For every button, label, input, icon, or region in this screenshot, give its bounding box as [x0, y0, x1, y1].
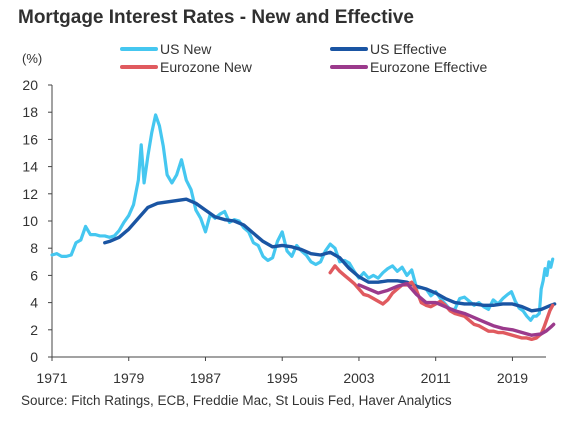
source-note: Source: Fitch Ratings, ECB, Freddie Mac,…: [21, 393, 452, 408]
y-axis-ticks: 0 2 4 6 8 10 12 14 16 18 20: [22, 77, 52, 365]
legend-label-eurozone-effective: Eurozone Effective: [370, 59, 487, 75]
y-tick-label: 4: [30, 295, 38, 311]
y-tick-label: 20: [22, 77, 38, 93]
series-line-us-effective: [103, 197, 557, 313]
y-tick-label: 10: [22, 213, 38, 229]
series-line-eurozone-effective: [357, 281, 556, 337]
series-line-eurozone-new: [328, 264, 555, 342]
y-tick-label: 12: [22, 186, 38, 202]
y-axis-unit-label: (%): [22, 51, 43, 66]
y-tick-label: 18: [22, 104, 38, 120]
x-tick-label: 2003: [343, 370, 374, 386]
legend-label-us-new: US New: [160, 41, 212, 57]
x-tick-label: 1971: [36, 370, 67, 386]
chart-legend: US New US Effective Eurozone New Eurozon…: [120, 41, 487, 75]
legend-label-us-effective: US Effective: [370, 41, 447, 57]
x-tick-label: 1995: [267, 370, 298, 386]
x-tick-label: 1987: [190, 370, 221, 386]
legend-label-eurozone-new: Eurozone New: [160, 59, 253, 75]
y-tick-label: 8: [30, 240, 38, 256]
y-tick-label: 2: [30, 322, 38, 338]
x-axis-ticks: 1971 1979 1987 1995 2003 2011 2019: [36, 357, 528, 386]
x-tick-label: 2019: [497, 370, 528, 386]
x-tick-label: 2011: [421, 370, 451, 386]
series-lines: [50, 113, 557, 342]
y-tick-label: 0: [30, 349, 38, 365]
y-tick-label: 6: [30, 267, 38, 283]
x-tick-label: 1979: [113, 370, 144, 386]
chart-title: Mortgage Interest Rates - New and Effect…: [18, 7, 414, 28]
series-line-us-new: [50, 113, 555, 322]
y-tick-label: 16: [22, 131, 38, 147]
y-tick-label: 14: [22, 159, 38, 175]
